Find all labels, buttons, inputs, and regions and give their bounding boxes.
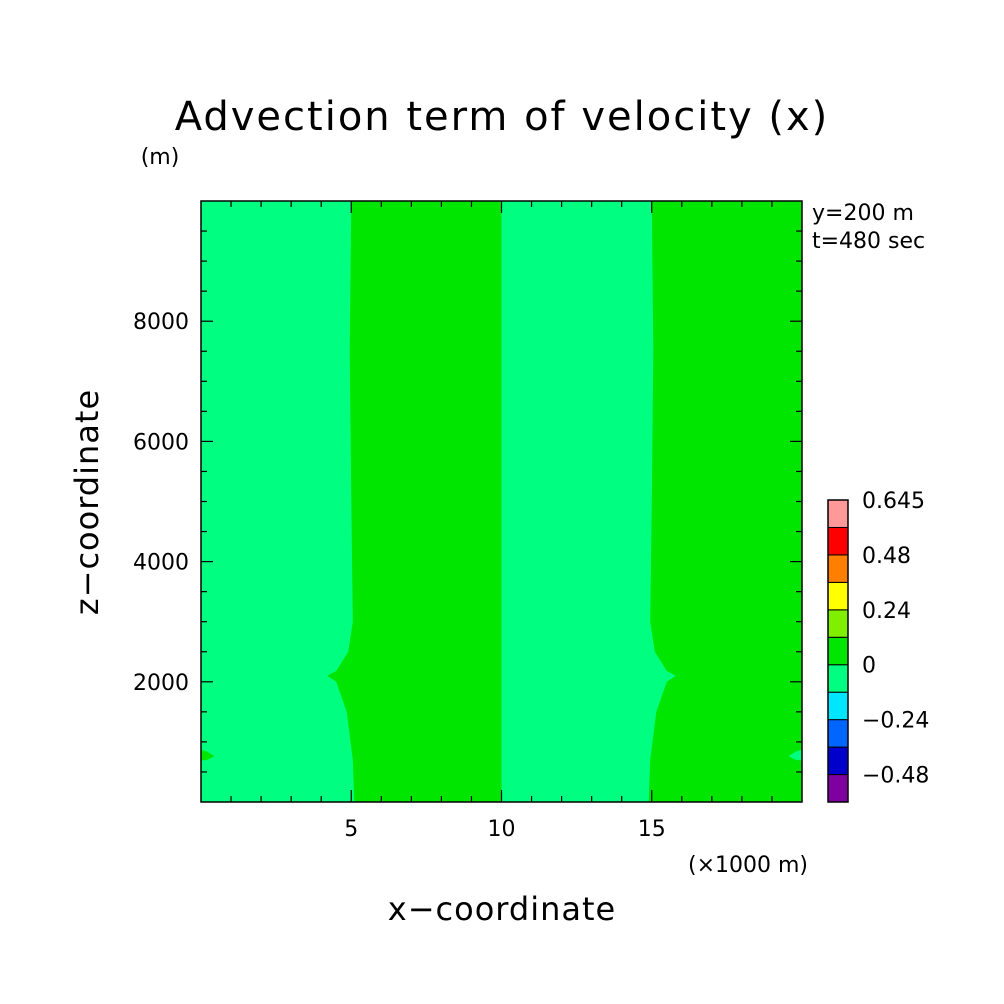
colorbar: −0.48 −0.24 0 0.24 0.48 0.645 <box>827 489 929 803</box>
colorbar-swatch <box>827 664 849 693</box>
y-tick-label: 4000 <box>133 551 189 576</box>
colorbar-label: −0.48 <box>862 764 929 789</box>
y-tick-label: 8000 <box>133 310 189 335</box>
y-unit-label: (m) <box>141 145 180 170</box>
annotation-y: y=200 m <box>812 201 914 226</box>
contour-region-1 <box>327 201 502 802</box>
contour-region-4 <box>788 749 802 761</box>
contour-region-2 <box>648 201 802 802</box>
colorbar-swatch <box>827 774 849 803</box>
chart-title: Advection term of velocity (x) <box>175 94 830 140</box>
colorbar-swatch <box>827 636 849 666</box>
x-tick-label: 5 <box>344 817 358 842</box>
colorbar-frame <box>827 499 849 803</box>
colorbar-swatch <box>827 499 849 528</box>
x-unit-label: (×1000 m) <box>688 853 808 878</box>
colorbar-swatch <box>827 746 849 776</box>
colorbar-swatch <box>827 609 849 638</box>
axis-ticks: 5 10 15 2000 4000 6000 8000 <box>133 201 802 842</box>
colorbar-label: 0.24 <box>862 599 911 624</box>
annotation-t: t=480 sec <box>812 229 925 254</box>
y-tick-label: 6000 <box>133 430 189 455</box>
y-axis-label: z−coordinate <box>68 389 106 615</box>
colorbar-label: −0.24 <box>862 709 929 734</box>
x-tick-label: 15 <box>638 817 666 842</box>
colorbar-swatch <box>827 526 849 556</box>
colorbar-swatch <box>827 719 849 748</box>
colorbar-swatch <box>827 581 849 611</box>
plot-area <box>200 200 803 803</box>
colorbar-label: 0.48 <box>862 544 911 569</box>
x-axis-label: x−coordinate <box>388 890 616 928</box>
y-tick-label: 2000 <box>133 671 189 696</box>
colorbar-label: 0.645 <box>862 489 925 514</box>
colorbar-swatch <box>827 691 849 721</box>
colorbar-label: 0 <box>862 654 876 679</box>
colorbar-swatch <box>827 554 849 583</box>
x-tick-label: 10 <box>488 817 516 842</box>
contour-region-3 <box>201 749 215 761</box>
